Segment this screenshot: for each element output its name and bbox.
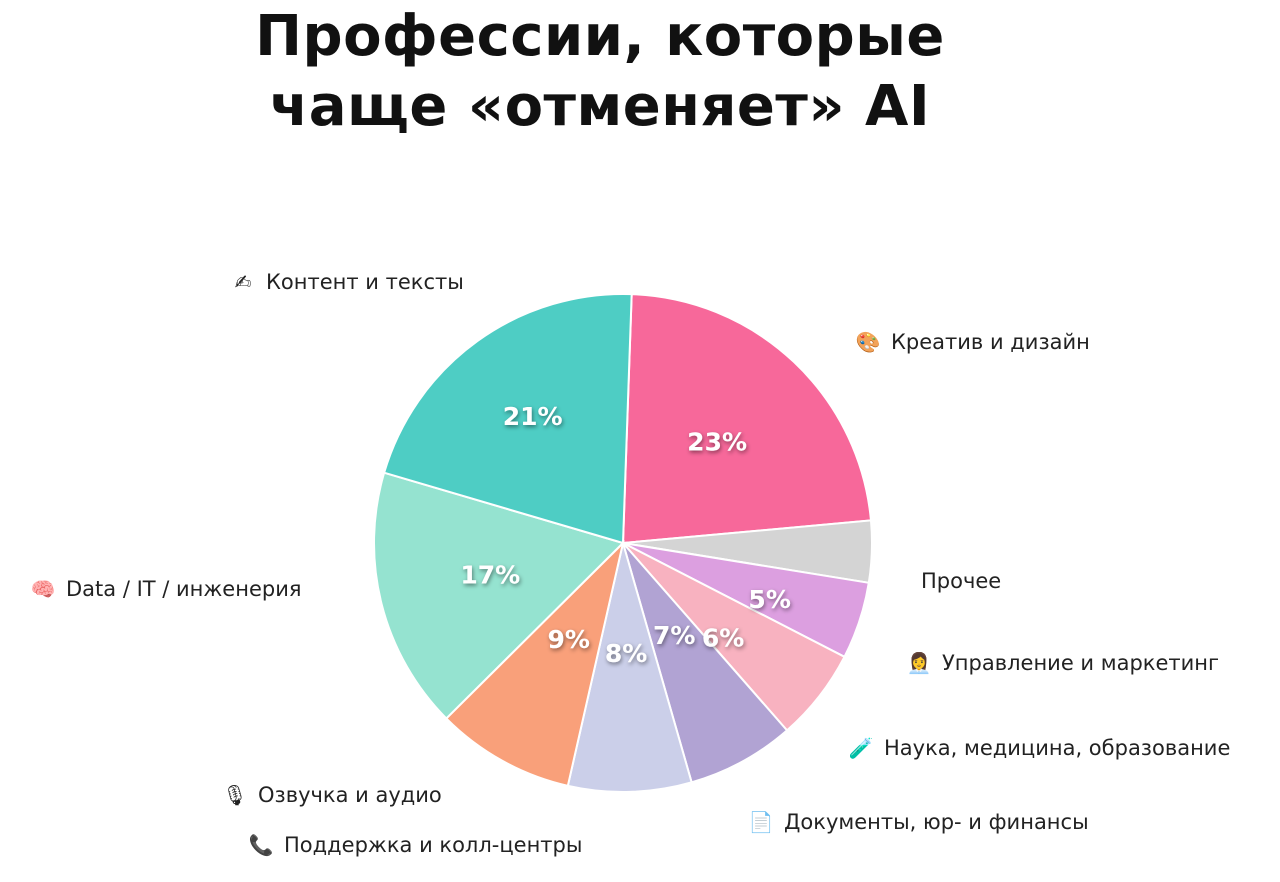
slice-value-label-3: 5%	[748, 585, 790, 614]
pie-slice-1	[621, 293, 873, 545]
legend-label-3: 👩‍💼 Управление и маркетинг	[906, 651, 1219, 675]
pie-slice-7	[444, 539, 625, 788]
legend-label-6: 📞 Поддержка и колл-центры	[248, 833, 583, 857]
writing-hand-icon: ✍	[234, 270, 252, 294]
legend-label-text: Поддержка и колл-центры	[284, 833, 583, 857]
test-tube-icon: 🧪	[848, 736, 874, 760]
legend-label-2: Прочее	[921, 569, 1001, 593]
title-line-2: чаще «отменяет» AI	[269, 74, 931, 139]
slice-value-label-7: 9%	[547, 625, 589, 654]
legend-label-text: Data / IT / инженерия	[66, 577, 302, 601]
legend-label-9: ✍ Контент и тексты	[230, 270, 464, 294]
slice-value-label-1: 23%	[687, 427, 747, 456]
slice-value-label-9: 21%	[503, 402, 563, 431]
legend-label-8: 🧠 Data / IT / инженерия	[30, 577, 302, 601]
legend-label-text: Контент и тексты	[266, 270, 464, 294]
pie-slice-6	[566, 542, 693, 793]
legend-label-text: Озвучка и аудио	[258, 783, 442, 807]
palette-icon: 🎨	[855, 330, 881, 354]
legend-label-text: Документы, юр- и финансы	[784, 810, 1089, 834]
microphone-icon: 🎙	[222, 783, 248, 807]
legend-label-text: Креатив и дизайн	[891, 330, 1090, 354]
legend-label-text: Управление и маркетинг	[942, 651, 1220, 675]
manager-icon: 👩‍💼	[906, 651, 932, 675]
phone-icon: 📞	[248, 833, 274, 857]
legend-label-5: 📄 Документы, юр- и финансы	[748, 810, 1089, 834]
pie-slice-9	[382, 293, 633, 545]
brain-icon: 🧠	[30, 577, 56, 601]
slice-value-label-4: 6%	[702, 624, 744, 653]
chart-title: Профессии, которые чаще «отменяет» AI	[180, 2, 1020, 142]
legend-label-4: 🧪 Наука, медицина, образование	[848, 736, 1231, 760]
slice-value-label-8: 17%	[460, 561, 520, 590]
title-line-1: Профессии, которые	[255, 4, 945, 69]
document-icon: 📄	[748, 810, 774, 834]
pie-slice-8	[373, 471, 625, 720]
legend-label-text: Прочее	[921, 569, 1002, 593]
pie-slice-5	[622, 542, 789, 784]
slice-value-label-5: 7%	[653, 621, 695, 650]
slice-value-label-6: 8%	[605, 639, 647, 668]
legend-label-7: 🎙 Озвучка и аудио	[222, 783, 442, 807]
legend-label-text: Наука, медицина, образование	[884, 736, 1231, 760]
legend-label-1: 🎨 Креатив и дизайн	[855, 330, 1090, 354]
